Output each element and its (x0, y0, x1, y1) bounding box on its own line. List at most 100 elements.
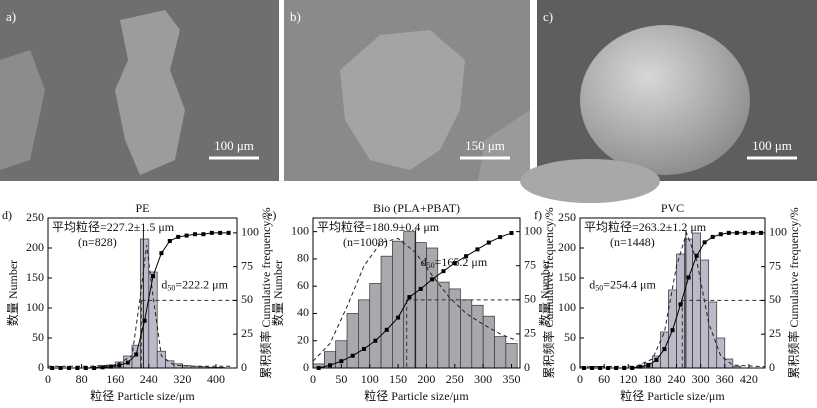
cumulative-point (726, 230, 731, 235)
sem-image-a (0, 0, 279, 181)
y-tick-label: 20 (297, 332, 309, 346)
cumulative-point (654, 357, 659, 362)
x-tick-label: 180 (643, 372, 661, 386)
y2-tick-label: 100 (524, 223, 542, 237)
mean-label: 平均粒径=263.2±1.2 μm (584, 219, 707, 234)
x-tick-label: 0 (310, 372, 316, 386)
d50-sub: 50 (595, 283, 603, 292)
cumulative-point (646, 363, 651, 368)
cumulative-point (384, 327, 389, 332)
y2-axis-title: 累积频率 Cumulative frequency/% (541, 207, 556, 378)
y2-tick-label: 100 (241, 225, 259, 239)
y-tick-label: 100 (26, 300, 44, 314)
n-label: (n=1008) (343, 235, 388, 249)
plot-frame (579, 217, 766, 369)
y-tick-label: 50 (32, 330, 44, 344)
y-tick-label: 250 (558, 210, 576, 224)
x-tick-label: 150 (389, 372, 407, 386)
image-label: b) (290, 9, 301, 24)
scale-label: 100 μm (214, 138, 254, 153)
y-tick-label: 100 (291, 223, 309, 237)
mean-label: 平均粒径=227.2±1.5 μm (52, 219, 175, 234)
cumulative-point (430, 277, 435, 282)
cumulative-point (718, 232, 723, 237)
cumulative-point (452, 261, 457, 265)
cumulative-point (407, 295, 412, 300)
cumulative-point (184, 233, 189, 238)
x-tick-label: 200 (417, 372, 435, 386)
y2-tick-label: 25 (524, 326, 536, 340)
d50-prefix: d (161, 277, 167, 291)
cumulative-point (167, 238, 172, 243)
bar (346, 313, 359, 369)
y-tick-label: 0 (303, 360, 309, 374)
x-axis-title: 粒径 Particle size/μm (364, 388, 469, 403)
cumulative-point (486, 240, 491, 245)
y2-tick-label: 0 (769, 360, 775, 374)
x-tick-label: 0 (45, 372, 51, 386)
x-tick-label: 120 (619, 372, 637, 386)
bar (448, 288, 461, 369)
scale-label: 100 μm (752, 138, 792, 153)
y2-tick-label: 50 (769, 292, 781, 306)
bar (156, 350, 166, 369)
x-tick-label: 400 (207, 372, 225, 386)
d50-sub: 50 (167, 283, 175, 292)
cumulative-point (142, 318, 147, 323)
x-tick-label: 240 (668, 372, 686, 386)
x-tick-label: 360 (716, 372, 734, 386)
fit-curve (579, 231, 766, 368)
cumulative-point (373, 338, 378, 343)
cumulative-point (662, 347, 667, 352)
y-axis-title: 数量 Number (537, 260, 552, 326)
fit-curve (48, 244, 233, 367)
sem-image-c (520, 0, 817, 203)
y-tick-label: 100 (558, 300, 576, 314)
d50-rest: =165.2 μm (435, 255, 488, 269)
bar (471, 304, 484, 369)
cumulative-point (218, 230, 223, 235)
cumulative-point (193, 232, 197, 237)
cumulative-point (328, 363, 333, 368)
x-tick-label: 0 (577, 372, 583, 386)
y2-tick-label: 75 (241, 258, 253, 272)
cumulative-point (498, 235, 503, 240)
y-tick-label: 200 (558, 240, 576, 254)
d50-prefix: d (421, 255, 427, 269)
d50-label: d50=222.2 μm (161, 277, 228, 292)
y2-tick-label: 50 (524, 292, 536, 306)
bar (676, 253, 685, 369)
y2-axis-title: 累积频率 Cumulative frequency/% (258, 207, 273, 378)
cumulative-point (694, 253, 699, 258)
x-tick-label: 250 (446, 372, 464, 386)
cumulative-point (396, 315, 401, 320)
y-tick-label: 0 (38, 360, 44, 374)
cumulative-point (100, 365, 105, 370)
cumulative-point (209, 230, 214, 235)
image-label: c) (543, 9, 553, 24)
chart: 0 20 40 60 80 100 0 25 50 75 100 0 50 100 150 200 250 300… (267, 201, 556, 403)
cumulative-point (117, 363, 122, 368)
cumulative-point (475, 247, 480, 252)
cumulative-point (464, 254, 469, 259)
d50-label: d50=254.4 μm (589, 277, 656, 292)
y-tick-label: 200 (26, 240, 44, 254)
y-tick-label: 250 (26, 210, 44, 224)
d50-prefix: d (589, 277, 595, 291)
cumulative-point (686, 275, 691, 280)
cumulative-point (702, 240, 707, 245)
y2-tick-label: 25 (241, 326, 253, 340)
x-tick-label: 420 (740, 372, 758, 386)
bar (494, 336, 507, 369)
panel-label: d) (2, 208, 12, 222)
image-label: a) (6, 9, 16, 24)
cumulative-point (339, 359, 344, 364)
x-tick-label: 300 (692, 372, 710, 386)
sem-image-b (284, 0, 530, 181)
bar (392, 240, 405, 369)
x-tick-label: 100 (361, 372, 379, 386)
y2-tick-label: 0 (241, 360, 247, 374)
cumulative-point (742, 230, 747, 235)
cumulative-point (678, 302, 683, 307)
